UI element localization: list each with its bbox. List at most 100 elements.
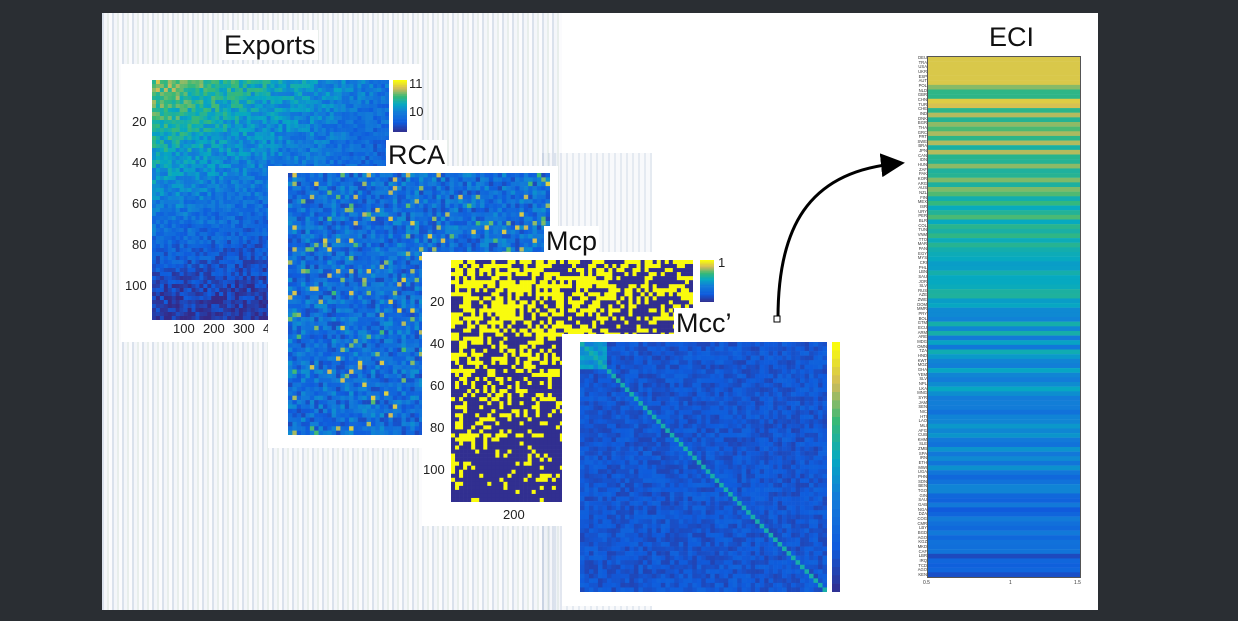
heatmap-cell [215, 164, 220, 169]
heatmap-cell [282, 80, 287, 85]
heatmap-cell [344, 199, 350, 204]
heatmap-cell [296, 216, 302, 222]
heatmap-cell [488, 234, 494, 239]
heatmap-cell [167, 116, 173, 121]
heatmap-cell [381, 156, 386, 161]
heatmap-cell [270, 132, 275, 137]
heatmap-cell [211, 156, 216, 161]
heatmap-cell [410, 190, 415, 196]
heatmap-cell [345, 140, 350, 145]
heatmap-cell [321, 96, 327, 101]
heatmap-cell [381, 148, 386, 153]
heatmap-cell [541, 225, 546, 231]
heatmap-cell [215, 112, 220, 117]
heatmap-cell [187, 204, 192, 209]
heatmap-cell [231, 204, 236, 209]
heatmap-cell [401, 173, 407, 178]
heatmap-cell [155, 288, 161, 293]
heatmap-cell [333, 92, 338, 97]
heatmap-cell [155, 220, 161, 225]
heatmap-cell [373, 148, 378, 153]
heatmap-cell [215, 228, 220, 233]
heatmap-cell [414, 186, 420, 191]
heatmap-cell [381, 100, 386, 105]
heatmap-cell [227, 204, 232, 209]
heatmap-cell [191, 104, 196, 109]
heatmap-cell [432, 186, 437, 191]
heatmap-cell [282, 124, 287, 129]
heatmap-cell [410, 212, 415, 217]
heatmap-cell [385, 136, 389, 141]
heatmap-cell [199, 168, 204, 173]
heatmap-cell [171, 212, 176, 217]
heatmap-cell [254, 132, 259, 137]
heatmap-cell [163, 104, 169, 109]
heatmap-cell [493, 234, 498, 239]
heatmap-cell [207, 256, 212, 261]
heatmap-cell [262, 80, 267, 85]
heatmap-cell [191, 228, 196, 233]
heatmap-cell [309, 177, 315, 183]
heatmap-cell [432, 221, 437, 226]
heatmap-cell [187, 116, 192, 121]
heatmap-cell [234, 312, 240, 317]
heatmap-cell [191, 108, 196, 113]
heatmap-cell [167, 104, 173, 109]
heatmap-cell [155, 96, 161, 101]
heatmap-cell [234, 208, 240, 213]
heatmap-cell [327, 190, 332, 196]
heatmap-cell [187, 200, 192, 205]
heatmap-cell [187, 140, 192, 145]
heatmap-cell [292, 177, 298, 183]
heatmap-cell [223, 204, 228, 209]
heatmap-cell [440, 229, 446, 235]
heatmap-cell [211, 124, 216, 129]
heatmap-cell [353, 160, 358, 165]
heatmap-cell [167, 172, 173, 177]
heatmap-cell [306, 108, 311, 113]
heatmap-cell [309, 181, 315, 187]
heatmap-cell [375, 186, 380, 191]
heatmap-cell [274, 80, 279, 85]
heatmap-cell [337, 96, 342, 101]
heatmap-cell [219, 200, 224, 205]
heatmap-cell [199, 144, 204, 149]
heatmap-cell [484, 216, 490, 222]
heatmap-cell [325, 160, 331, 165]
heatmap-cell [314, 225, 319, 231]
heatmap-cell [187, 212, 192, 217]
heatmap-cell [373, 88, 378, 93]
heatmap-cell [296, 199, 302, 204]
heatmap-cell [183, 100, 188, 105]
heatmap-cell [159, 108, 165, 113]
heatmap-cell [195, 308, 200, 313]
heatmap-cell [238, 268, 244, 273]
heatmap-cell [397, 194, 402, 200]
heatmap-cell [501, 199, 507, 204]
heatmap-cell [377, 124, 382, 129]
heatmap-cell [337, 136, 342, 141]
heatmap-cell [187, 136, 192, 141]
heatmap-cell [234, 268, 240, 273]
heatmap-cell [207, 312, 212, 317]
heatmap-cell [203, 256, 208, 261]
heatmap-cell [167, 232, 173, 237]
heatmap-cell [254, 292, 259, 297]
heatmap-cell [254, 268, 259, 273]
heatmap-cell [175, 296, 180, 301]
heatmap-cell [357, 247, 363, 252]
heatmap-cell [392, 207, 398, 213]
heatmap-cell [191, 288, 196, 293]
heatmap-cell [310, 132, 315, 137]
heatmap-cell [258, 248, 263, 253]
heatmap-cell [175, 280, 180, 285]
heatmap-cell [254, 116, 259, 121]
heatmap-cell [484, 186, 490, 191]
heatmap-cell [488, 199, 494, 204]
colorbar-segment [393, 85, 407, 88]
heatmap-cell [207, 292, 212, 297]
heatmap-cell [258, 172, 263, 177]
heatmap-cell [242, 80, 248, 85]
heatmap-cell [528, 238, 533, 244]
heatmap-cell [462, 186, 468, 191]
